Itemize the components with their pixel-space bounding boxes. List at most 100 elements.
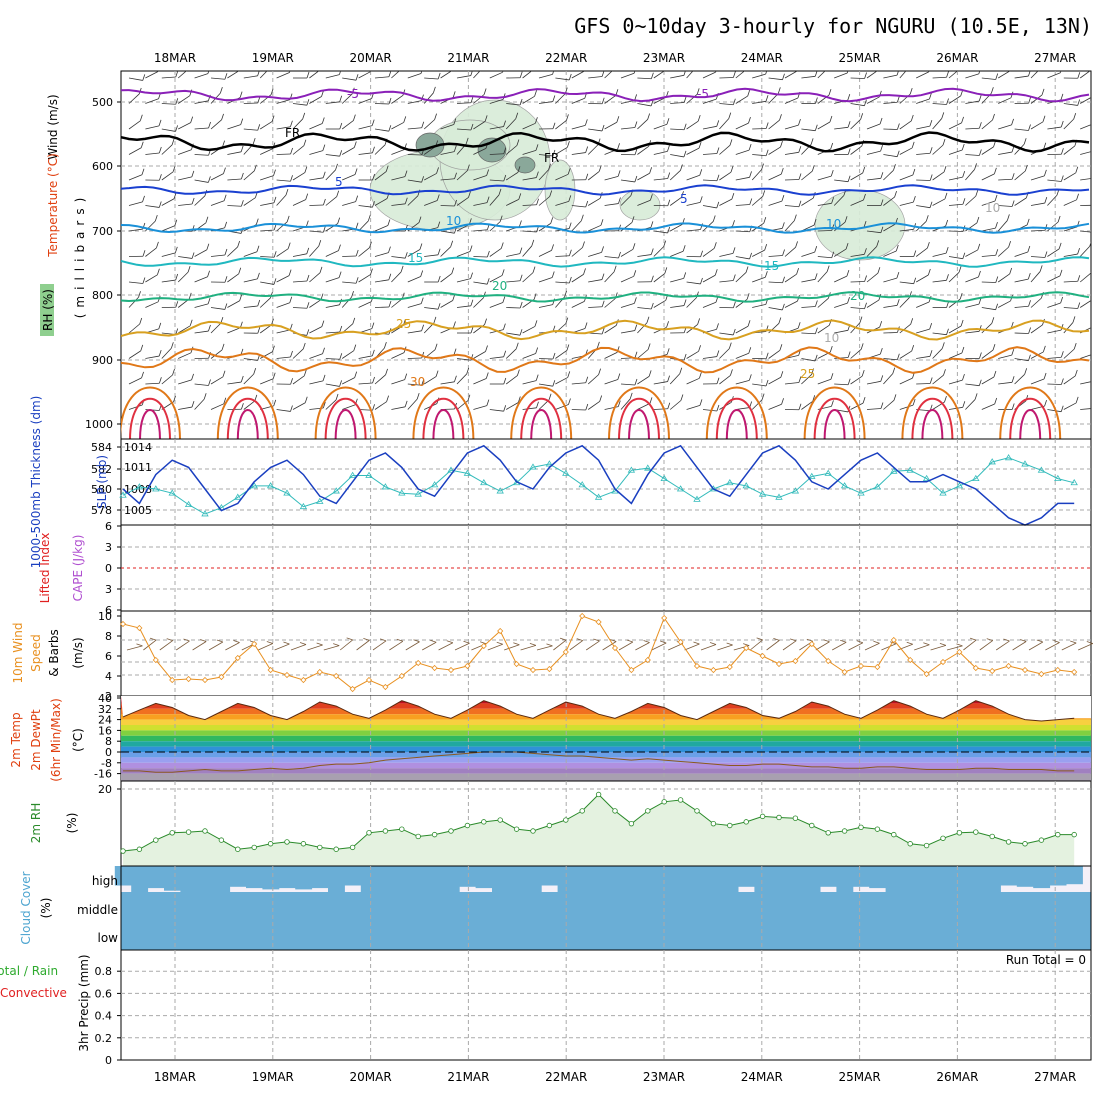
- cloud-high-bar: [672, 866, 690, 892]
- wind-barb: [522, 204, 537, 206]
- wind-barb: [686, 120, 699, 130]
- wind-barb: [916, 205, 931, 209]
- wind-barb-flag: [290, 350, 293, 358]
- wind-barb: [850, 103, 865, 107]
- rh2m-marker: [202, 828, 208, 834]
- wind-barb-flag: [1010, 321, 1014, 329]
- wind10-barb-flag: [363, 637, 370, 641]
- wind-barb: [161, 198, 175, 206]
- wind-barb-flag: [617, 373, 621, 380]
- wind10-barb: [963, 639, 977, 651]
- tick-label: 6: [105, 604, 112, 617]
- wind-barb: [489, 356, 504, 359]
- wind-barb: [702, 274, 716, 283]
- wind-barb-flag: [962, 170, 966, 178]
- wind-barb: [588, 252, 602, 257]
- wind-barb-flag: [388, 273, 392, 280]
- rh2m-marker: [776, 814, 782, 821]
- wind-barb-flag: [880, 144, 883, 152]
- wind-barb-flag: [994, 167, 997, 174]
- wind-barb: [374, 279, 389, 283]
- thickness-marker: [365, 471, 373, 478]
- wind-barb-flag: [175, 71, 179, 78]
- wind-barb-flag: [240, 145, 244, 152]
- wind-barb-flag: [715, 71, 717, 73]
- wind-barb: [194, 249, 208, 257]
- wind-barb-flag: [303, 369, 307, 376]
- cloud-high-bar: [967, 866, 985, 892]
- temp-band: [121, 725, 1091, 731]
- wind-barb-flag: [633, 270, 637, 277]
- wind-barb: [555, 404, 569, 410]
- wind-barb: [325, 277, 340, 283]
- wind-barb-flag: [961, 346, 965, 354]
- wind-barb-flag: [367, 214, 371, 222]
- wind-barb: [1030, 229, 1046, 232]
- wind-barb-flag: [159, 174, 162, 181]
- wind-barb: [702, 301, 717, 308]
- wind-barb: [571, 301, 585, 308]
- wind-barb: [620, 398, 631, 410]
- wind-barb: [833, 221, 846, 232]
- wind-barb: [358, 301, 372, 308]
- cloud-high-bar: [656, 866, 673, 892]
- thickness-marker: [939, 489, 947, 496]
- wind-barb-flag: [140, 141, 144, 148]
- wind-barb: [391, 95, 404, 104]
- wind10-marker: [529, 666, 537, 674]
- ylabel-t2m-c: (6hr Min/Max): [49, 698, 63, 782]
- wind-barb: [997, 273, 1010, 283]
- wind-barb-flag: [568, 73, 572, 81]
- wind10-grid: [121, 611, 1091, 696]
- wind10-marker: [316, 668, 323, 676]
- wind-barb: [210, 322, 222, 334]
- wind-barb-flag: [271, 318, 274, 325]
- wind-barb-flag: [634, 175, 638, 183]
- wind-barb-flag: [175, 301, 179, 308]
- wind-barb: [784, 71, 798, 79]
- wind-barb-flag: [929, 201, 933, 208]
- wind-barb: [604, 406, 619, 410]
- wind-barb: [768, 200, 783, 206]
- wind10-marker: [300, 676, 307, 684]
- wind-barb-flag: [1027, 245, 1031, 253]
- wind-barb: [948, 379, 963, 385]
- wind-barb: [866, 408, 881, 410]
- wind-barb: [440, 151, 455, 155]
- wind-barb-flag: [879, 117, 883, 125]
- wind10-marker: [841, 668, 848, 676]
- wind-barb-flag: [252, 137, 256, 145]
- wind-barb-flag: [1075, 166, 1079, 173]
- wind-barb-flag: [519, 301, 523, 309]
- wind-barb: [653, 299, 667, 308]
- wind-barb-flag: [224, 221, 228, 228]
- wind-barb-flag: [748, 374, 752, 381]
- wind-barb: [834, 302, 848, 308]
- wind-barb: [686, 201, 701, 206]
- rh2m-marker: [415, 833, 421, 840]
- wind-barb: [686, 377, 700, 385]
- wind-barb-flag: [383, 341, 387, 349]
- wind-barb: [276, 221, 288, 232]
- wind-barb: [276, 126, 291, 130]
- wind-barb: [473, 378, 487, 385]
- wind-barb: [850, 145, 863, 155]
- wind-barb: [588, 279, 603, 283]
- ylabel-precip-a: Total / Rain: [0, 964, 58, 978]
- wind-barb: [916, 71, 929, 79]
- wind-barb: [1063, 199, 1077, 206]
- wind-barb-flag: [667, 199, 671, 206]
- wind10-marker: [283, 671, 291, 679]
- contour-bulb: [510, 386, 573, 439]
- wind-barb-flag: [929, 323, 933, 330]
- date-label-top: 22MAR: [545, 51, 587, 65]
- wind-barb-flag: [1028, 124, 1031, 131]
- wind10-barb-flag: [430, 639, 437, 643]
- rh2m-marker: [841, 828, 848, 834]
- wind-barb: [243, 305, 258, 308]
- cloud-high-bar: [934, 866, 952, 892]
- wind-barb-flag: [404, 197, 408, 204]
- tick-label: 3: [105, 583, 112, 596]
- wind-barb: [702, 179, 718, 182]
- wind10-barb-flag: [299, 642, 307, 645]
